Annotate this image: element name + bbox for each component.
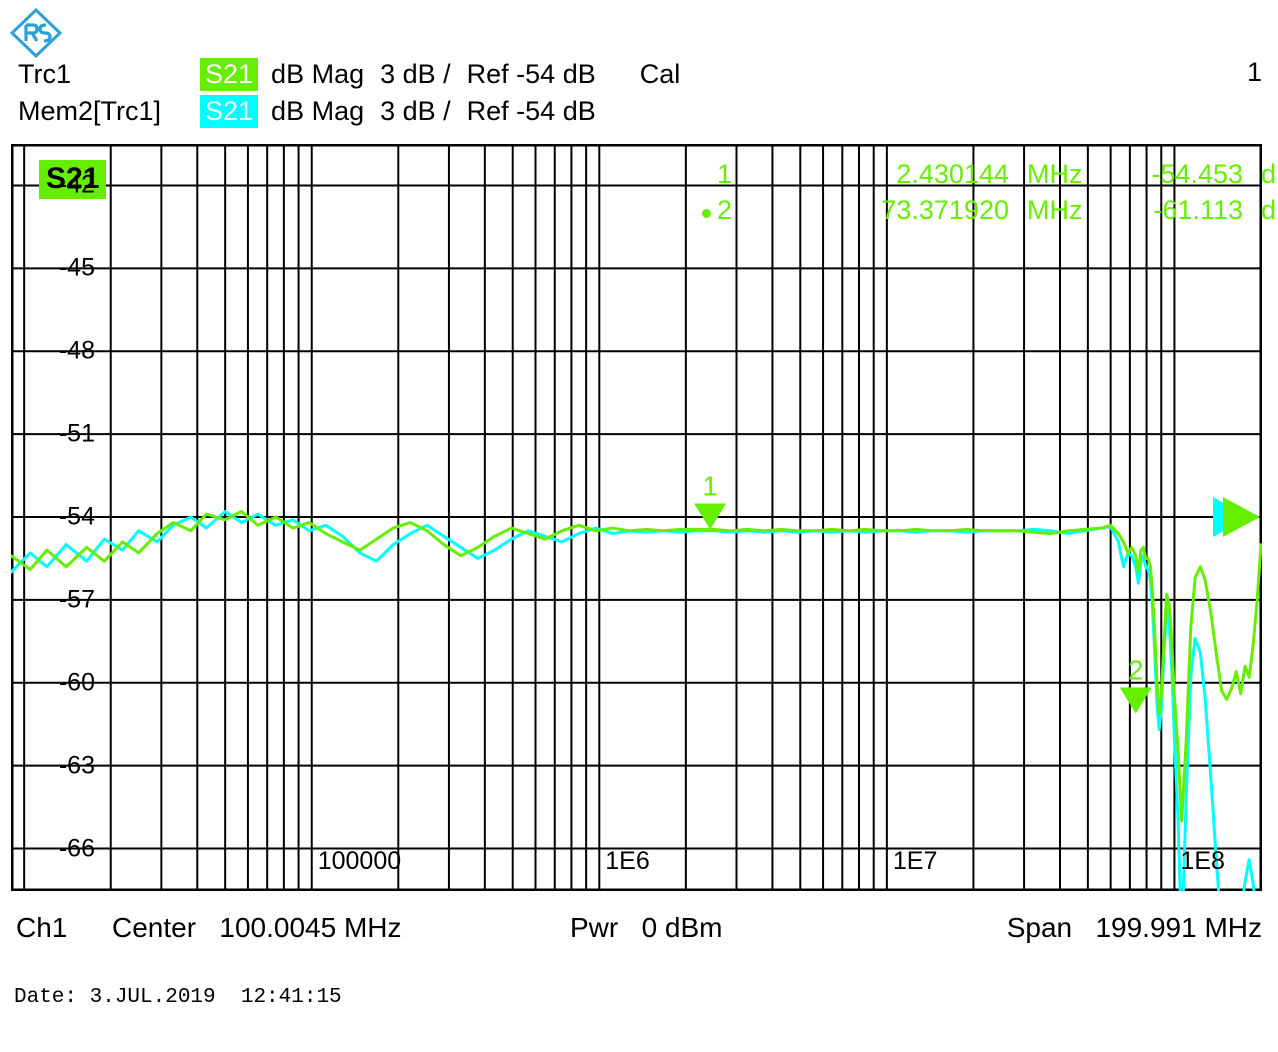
- trace-scale-per-div: 3 dB /: [380, 58, 451, 89]
- status-power-value: 0 dBm: [641, 912, 723, 943]
- trace-plot-svg: 12: [11, 144, 1262, 891]
- trace-diagram-area[interactable]: 12 S21 1 2.430144 MHz -54.453 dB 2 73.37…: [11, 144, 1278, 891]
- marker-active-dot-2: [701, 192, 717, 228]
- status-center-frequency[interactable]: Center 100.0045 MHz: [112, 912, 402, 944]
- memory-trace-scale-per-div: 3 dB /: [380, 95, 451, 126]
- y-axis-tick-label: -66: [58, 834, 95, 863]
- status-span-value: 199.991 MHz: [1095, 912, 1262, 943]
- trace-parameter-badge[interactable]: S21: [200, 57, 259, 91]
- marker-id-2: 2: [717, 195, 733, 225]
- date-timestamp: Date: 3.JUL.2019 12:41:15: [14, 986, 342, 1009]
- marker-value-2: -61.113: [1153, 195, 1243, 225]
- marker-value-unit-2: dB: [1261, 195, 1278, 225]
- status-span[interactable]: Span 199.991 MHz: [1007, 912, 1262, 944]
- x-axis-tick-label: 1E7: [892, 847, 938, 875]
- marker-id-1: 1: [717, 159, 733, 189]
- svg-text:1: 1: [702, 471, 718, 502]
- marker-frequency-1: 2.430144: [896, 159, 1009, 189]
- status-center-value: 100.0045 MHz: [219, 912, 402, 943]
- marker-readout-table[interactable]: 1 2.430144 MHz -54.453 dB 2 73.371920 MH…: [701, 156, 1278, 228]
- plot-parameter-badge[interactable]: S21: [39, 160, 107, 199]
- y-axis-tick-label: -48: [58, 336, 95, 365]
- marker-active-dot-1: [701, 156, 717, 192]
- y-axis-tick-label: -51: [58, 419, 95, 448]
- y-axis-tick-label: -63: [58, 751, 95, 780]
- x-axis-tick-label: 1E6: [605, 847, 650, 875]
- channel-status-bar[interactable]: Ch1 Center 100.0045 MHz Pwr 0 dBm Span 1…: [0, 912, 1278, 952]
- status-span-label: Span: [1006, 912, 1073, 943]
- status-center-label: Center: [112, 912, 197, 943]
- marker-value-1: -54.453: [1151, 159, 1243, 189]
- svg-text:2: 2: [1128, 655, 1144, 686]
- memory-trace-parameter-badge[interactable]: S21: [200, 94, 259, 128]
- trace-name: Trc1: [18, 58, 71, 89]
- x-axis-tick-label: 1E8: [1180, 847, 1225, 875]
- marker-readout-row-2[interactable]: 2 73.371920 MHz -61.113 dB: [701, 192, 1278, 228]
- marker-value-unit-1: dB: [1261, 159, 1278, 189]
- marker-frequency-unit-1: MHz: [1027, 159, 1083, 189]
- memory-trace-name: Mem2[Trc1]: [18, 95, 162, 126]
- trace-header-row-2[interactable]: Mem2[Trc1] S21 dB Mag 3 dB / Ref -54 dB: [18, 94, 640, 128]
- marker-readout-row-1[interactable]: 1 2.430144 MHz -54.453 dB: [701, 156, 1278, 192]
- status-power[interactable]: Pwr 0 dBm: [570, 912, 723, 944]
- marker-frequency-2: 73.371920: [881, 195, 1009, 225]
- y-axis-tick-label: -60: [58, 668, 95, 697]
- trace-format: dB Mag: [271, 58, 365, 89]
- y-axis-tick-label: -54: [58, 502, 95, 531]
- y-axis-tick-label: -45: [58, 253, 95, 282]
- status-power-label: Pwr: [570, 912, 619, 943]
- memory-trace-format: dB Mag: [271, 95, 365, 126]
- rohde-schwarz-logo-icon: [9, 7, 63, 59]
- memory-trace-reference-level: Ref -54 dB: [466, 95, 596, 126]
- y-axis-tick-label: -42: [58, 170, 95, 199]
- y-axis-tick-label: -57: [58, 585, 95, 614]
- x-axis-tick-label: 100000: [317, 847, 402, 875]
- channel-indicator: 1: [1246, 57, 1262, 87]
- marker-frequency-unit-2: MHz: [1027, 195, 1083, 225]
- calibration-status: Cal: [639, 58, 681, 89]
- trace-header-row-1[interactable]: Trc1 S21 dB Mag 3 dB / Ref -54 dB Cal: [18, 57, 680, 91]
- trace-reference-level: Ref -54 dB: [466, 58, 596, 89]
- status-channel[interactable]: Ch1: [16, 912, 68, 943]
